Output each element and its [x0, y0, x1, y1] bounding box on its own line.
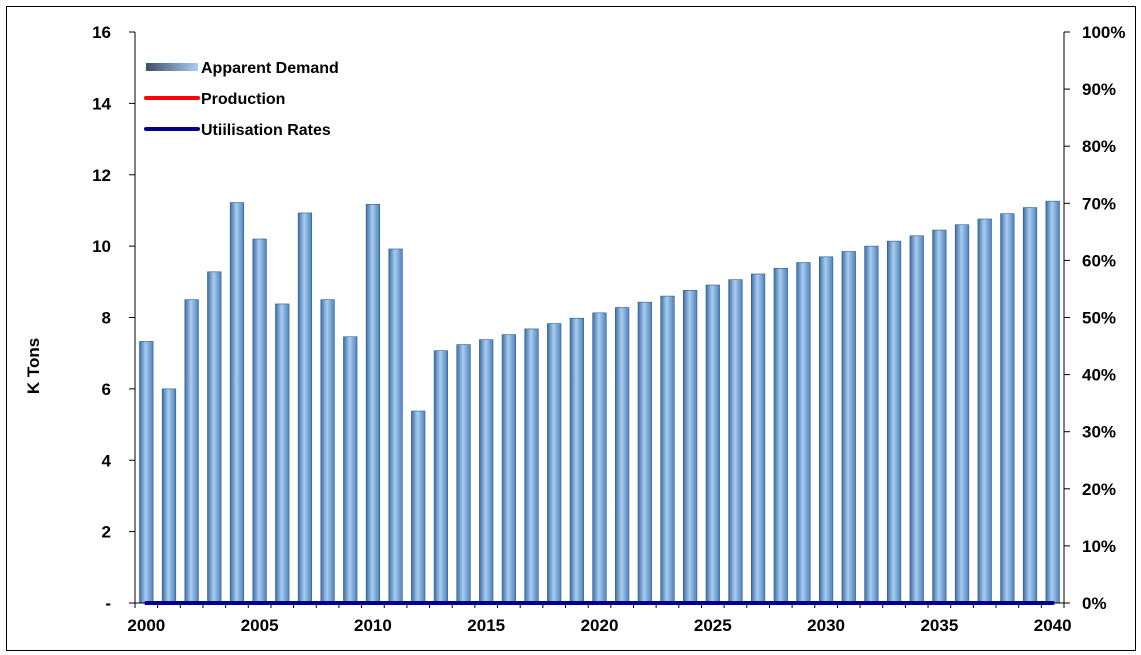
bar-2018: [547, 323, 562, 604]
bar-2036: [954, 224, 970, 604]
y-tick-label: 4: [102, 451, 112, 470]
bar-2024: [683, 290, 698, 604]
x-tick-label: 2025: [694, 616, 732, 635]
bar-2031: [841, 251, 856, 604]
bar-2032: [864, 245, 879, 604]
y-tick-label: 14: [92, 94, 111, 113]
bar-2023: [660, 295, 675, 604]
x-tick-label: 2020: [581, 616, 619, 635]
bar-2004: [229, 202, 245, 604]
bar-2039: [1022, 207, 1038, 604]
bar-2009: [343, 336, 358, 604]
bar-2010: [365, 204, 381, 604]
x-tick-label: 2030: [807, 616, 845, 635]
y2-tick-label: 30%: [1082, 423, 1116, 442]
bar-2034: [909, 235, 924, 604]
bar-2000: [139, 341, 154, 604]
x-tick-label: 2000: [127, 616, 165, 635]
y2-tick-label: 80%: [1082, 137, 1116, 156]
x-tick-label: 2005: [241, 616, 279, 635]
bar-2013: [433, 350, 448, 604]
y-axis-title: K Tons: [24, 338, 43, 394]
y-tick-label: -: [105, 594, 111, 613]
legend-label-utiilisation-rates: Utiilisation Rates: [201, 122, 331, 139]
bar-2027: [751, 273, 766, 604]
y2-tick-label: 100%: [1082, 23, 1125, 42]
x-tick-label: 2035: [920, 616, 958, 635]
x-tick-label: 2040: [1034, 616, 1072, 635]
bar-2026: [728, 279, 743, 604]
bar-2020: [592, 312, 607, 604]
bar-2003: [207, 271, 222, 604]
legend-label-apparent-demand: Apparent Demand: [201, 60, 339, 77]
bar-2035: [932, 229, 947, 604]
bar-2001: [161, 388, 177, 604]
legend-label-production: Production: [201, 91, 285, 108]
bar-2008: [320, 299, 335, 604]
legend: Apparent Demand Production Utiilisation Ra…: [144, 60, 339, 139]
bar-2033: [886, 240, 902, 604]
bar-2040: [1045, 200, 1060, 604]
y-tick-label: 2: [102, 523, 111, 542]
y2-tick-label: 70%: [1082, 194, 1116, 213]
bar-2019: [569, 317, 584, 604]
bar-series-apparent-demand: [139, 200, 1060, 604]
y2-tick-label: 20%: [1082, 480, 1116, 499]
bar-2028: [773, 267, 788, 604]
bar-2037: [977, 218, 992, 604]
y2-tick-label: 10%: [1082, 537, 1116, 556]
bar-2021: [615, 307, 630, 604]
y-tick-label: 10: [92, 237, 111, 256]
y2-tick-label: 40%: [1082, 366, 1116, 385]
bar-2011: [388, 248, 403, 604]
bar-2016: [501, 334, 516, 604]
y2-tick-label: 90%: [1082, 80, 1116, 99]
bar-2006: [275, 303, 290, 604]
y-tick-label: 16: [92, 23, 111, 42]
bar-2030: [818, 256, 834, 604]
axes: - 2 4 6 8 10 12 14 16 0% 10% 20% 30% 40% 50% 60% 70% 80% 9…: [92, 23, 1125, 635]
bar-2017: [524, 328, 539, 604]
y-tick-label: 6: [102, 380, 111, 399]
legend-swatch-apparent-demand: [146, 63, 198, 71]
bar-2025: [705, 284, 720, 604]
y2-tick-label: 0%: [1082, 594, 1107, 613]
bar-2012: [411, 410, 426, 604]
bar-2007: [297, 212, 313, 604]
x-tick-label: 2010: [354, 616, 392, 635]
y-tick-label: 8: [102, 309, 111, 328]
y-tick-label: 12: [92, 166, 111, 185]
bar-2038: [1000, 213, 1015, 604]
x-tick-label: 2015: [467, 616, 505, 635]
y2-tick-label: 60%: [1082, 251, 1116, 270]
bar-2029: [796, 262, 811, 604]
bar-2005: [252, 238, 267, 604]
bar-2002: [184, 299, 199, 604]
bar-2022: [637, 301, 652, 604]
bar-2015: [479, 339, 494, 604]
bar-2014: [456, 344, 471, 604]
y-axis-title-group: K Tons: [24, 338, 43, 394]
y2-tick-label: 50%: [1082, 309, 1116, 328]
